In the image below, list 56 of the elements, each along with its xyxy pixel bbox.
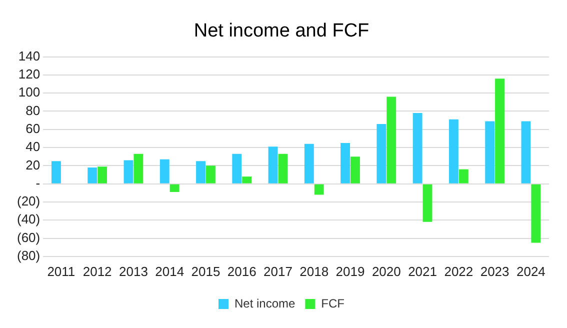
y-tick-label: 60 [26, 120, 40, 136]
bar [376, 124, 386, 184]
bar [278, 154, 288, 184]
y-tick-label: (40) [16, 212, 40, 227]
bar [160, 159, 170, 184]
x-tick-label: 2023 [480, 264, 510, 279]
x-tick-label: 2020 [372, 264, 401, 279]
bar [134, 154, 144, 184]
bar [232, 154, 242, 184]
bar [170, 184, 180, 192]
y-tick-label: 100 [18, 84, 40, 100]
x-tick-label: 2021 [408, 264, 437, 279]
bar [304, 144, 314, 184]
x-tick-label: 2019 [336, 264, 365, 279]
y-tick-label: 80 [26, 102, 40, 118]
x-tick-label: 2015 [191, 264, 220, 279]
bar [88, 167, 98, 184]
x-tick-label: 2022 [444, 264, 474, 279]
bar [196, 161, 206, 184]
y-tick-label: 40 [26, 139, 40, 154]
y-tick-label: 140 [18, 48, 40, 64]
x-tick-label: 2011 [47, 264, 76, 279]
bar [51, 161, 61, 184]
y-tick-label: 20 [26, 157, 40, 172]
bar [206, 166, 216, 184]
bar [495, 78, 504, 184]
legend-label: FCF [321, 296, 345, 310]
bar [242, 176, 252, 184]
y-tick-label: (60) [16, 230, 40, 245]
y-tick-label: (20) [16, 194, 40, 209]
bar [350, 156, 360, 184]
y-tick-label: 120 [18, 66, 40, 82]
x-tick-label: 2013 [118, 264, 148, 279]
bar [458, 169, 468, 184]
x-tick-label: 2012 [82, 264, 112, 279]
bar [412, 113, 422, 184]
bar [98, 166, 108, 184]
bar [521, 121, 531, 184]
bar [531, 184, 541, 243]
x-tick-label: 2016 [227, 264, 256, 279]
x-tick-label: 2017 [264, 264, 292, 279]
y-tick-label: (80) [16, 248, 40, 263]
bar [422, 184, 432, 222]
bar [314, 184, 324, 195]
y-tick-label: - [36, 175, 40, 190]
x-tick-label: 2018 [300, 264, 329, 279]
bar [340, 142, 350, 184]
bar [124, 160, 134, 184]
bar [268, 146, 278, 184]
x-tick-label: 2024 [516, 264, 546, 279]
legend-label: Net income [234, 296, 296, 310]
bar [386, 96, 396, 184]
x-tick-label: 2014 [155, 264, 184, 279]
bar [448, 119, 458, 184]
chart-title: Net income and FCF [194, 20, 370, 42]
bar [485, 121, 495, 184]
